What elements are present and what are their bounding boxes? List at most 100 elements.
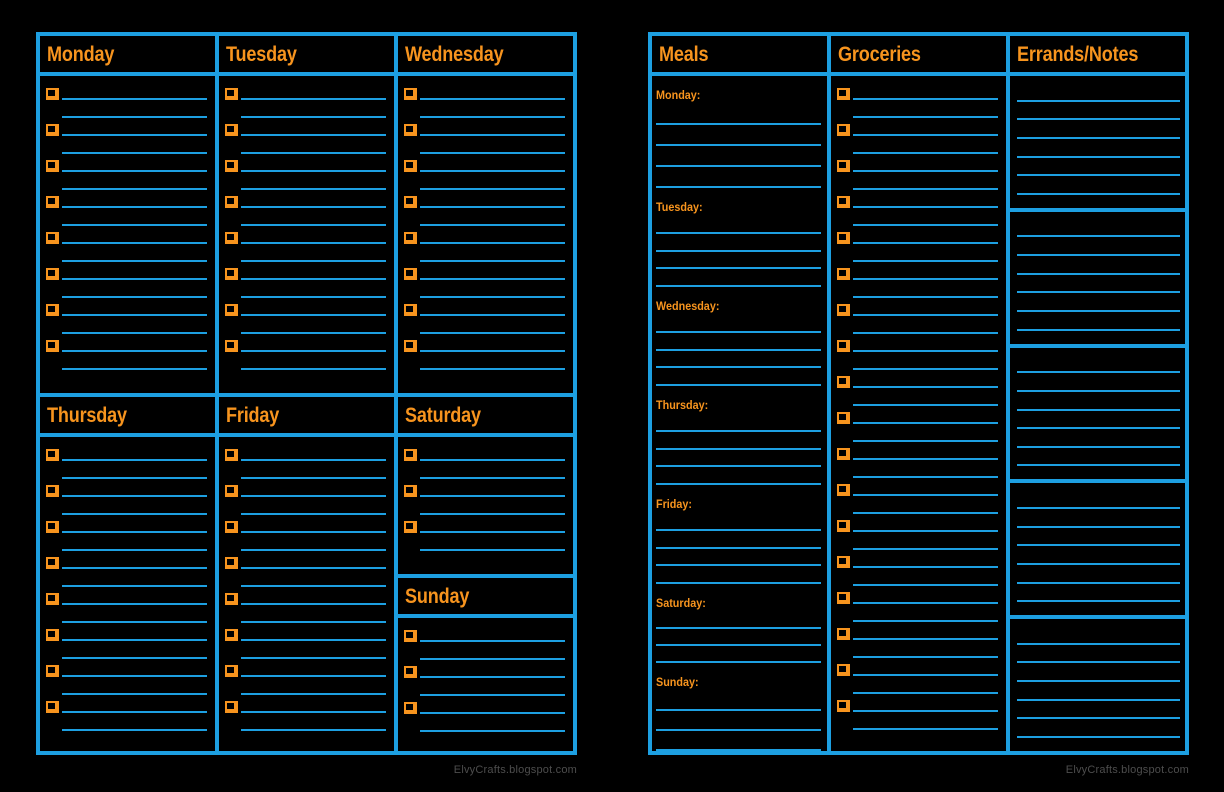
checkbox-icon[interactable] <box>225 701 238 713</box>
checkbox-icon[interactable] <box>404 521 417 533</box>
checkbox-icon[interactable] <box>46 340 59 352</box>
checkbox-icon[interactable] <box>404 232 417 244</box>
write-line <box>241 567 386 569</box>
checkbox-icon[interactable] <box>225 629 238 641</box>
checkbox-icon[interactable] <box>225 593 238 605</box>
checkbox-icon[interactable] <box>46 629 59 641</box>
checkbox-icon[interactable] <box>225 557 238 569</box>
checkbox-icon[interactable] <box>837 268 850 280</box>
checklist-item <box>219 623 394 659</box>
checkbox-icon[interactable] <box>225 304 238 316</box>
checkbox-icon[interactable] <box>837 412 850 424</box>
write-line <box>1017 584 1180 603</box>
checkbox-icon[interactable] <box>837 484 850 496</box>
checklist-item <box>40 298 215 334</box>
checkbox-icon[interactable] <box>404 485 417 497</box>
write-line <box>62 368 207 370</box>
checkbox-icon[interactable] <box>46 196 59 208</box>
write-line <box>1017 448 1180 467</box>
checkbox-icon[interactable] <box>46 124 59 136</box>
checklist-item <box>219 587 394 623</box>
checkbox-icon[interactable] <box>404 124 417 136</box>
checkbox-icon[interactable] <box>837 448 850 460</box>
checkbox-icon[interactable] <box>837 304 850 316</box>
checkbox-icon[interactable] <box>46 268 59 280</box>
checkbox-icon[interactable] <box>404 304 417 316</box>
checkbox-icon[interactable] <box>225 88 238 100</box>
checkbox-icon[interactable] <box>404 196 417 208</box>
checkbox-icon[interactable] <box>837 592 850 604</box>
write-line <box>853 512 998 514</box>
checkbox-icon[interactable] <box>46 701 59 713</box>
checkbox-icon[interactable] <box>837 520 850 532</box>
checkbox-icon[interactable] <box>46 521 59 533</box>
notes-box <box>1010 619 1185 751</box>
checklist-item <box>219 262 394 298</box>
checkbox-icon[interactable] <box>225 485 238 497</box>
checkbox-icon[interactable] <box>837 556 850 568</box>
checkbox-icon[interactable] <box>46 160 59 172</box>
write-line <box>62 98 207 100</box>
checkbox-icon[interactable] <box>404 630 417 642</box>
write-line <box>62 242 207 244</box>
write-line <box>853 332 998 334</box>
meal-day-label: Tuesday: <box>656 200 703 214</box>
checkbox-icon[interactable] <box>225 124 238 136</box>
site-watermark: ElvyCrafts.blogspot.com <box>453 764 577 776</box>
checkbox-icon[interactable] <box>225 196 238 208</box>
checkbox-icon[interactable] <box>837 124 850 136</box>
checkbox-icon[interactable] <box>225 232 238 244</box>
write-line <box>656 333 821 351</box>
checklist-item <box>831 262 1006 298</box>
checkbox-icon[interactable] <box>404 268 417 280</box>
checkbox-icon[interactable] <box>837 376 850 388</box>
write-line <box>62 729 207 731</box>
write-line <box>420 368 565 370</box>
checkbox-icon[interactable] <box>837 196 850 208</box>
write-line <box>62 657 207 659</box>
checkbox-icon[interactable] <box>404 340 417 352</box>
write-line <box>62 278 207 280</box>
checkbox-icon[interactable] <box>404 702 417 714</box>
column-divider <box>1006 36 1010 751</box>
checkbox-icon[interactable] <box>46 593 59 605</box>
checkbox-icon[interactable] <box>225 340 238 352</box>
checklist-item <box>831 514 1006 550</box>
write-line <box>853 224 998 226</box>
write-line <box>1017 102 1180 121</box>
checkbox-icon[interactable] <box>46 304 59 316</box>
checkbox-icon[interactable] <box>225 665 238 677</box>
day-checklist-tuesday <box>219 76 394 393</box>
checkbox-icon[interactable] <box>837 160 850 172</box>
checkbox-icon[interactable] <box>837 232 850 244</box>
checklist-item <box>831 442 1006 478</box>
checkbox-icon[interactable] <box>837 664 850 676</box>
checkbox-icon[interactable] <box>225 160 238 172</box>
checkbox-icon[interactable] <box>837 700 850 712</box>
checkbox-icon[interactable] <box>46 557 59 569</box>
checkbox-icon[interactable] <box>404 666 417 678</box>
checkbox-icon[interactable] <box>404 449 417 461</box>
write-line <box>420 134 565 136</box>
checkbox-icon[interactable] <box>225 449 238 461</box>
checklist-item <box>831 586 1006 622</box>
checkbox-icon[interactable] <box>404 88 417 100</box>
write-line <box>62 639 207 641</box>
checklist-item <box>398 226 573 262</box>
site-watermark: ElvyCrafts.blogspot.com <box>1065 764 1189 776</box>
checkbox-icon[interactable] <box>46 449 59 461</box>
checkbox-icon[interactable] <box>46 485 59 497</box>
checkbox-icon[interactable] <box>46 232 59 244</box>
checkbox-icon[interactable] <box>837 88 850 100</box>
checkbox-icon[interactable] <box>837 340 850 352</box>
checkbox-icon[interactable] <box>225 521 238 533</box>
checklist-item <box>398 154 573 190</box>
checkbox-icon[interactable] <box>46 88 59 100</box>
checkbox-icon[interactable] <box>46 665 59 677</box>
write-line <box>853 368 998 370</box>
checkbox-icon[interactable] <box>837 628 850 640</box>
checkbox-icon[interactable] <box>404 160 417 172</box>
write-line <box>853 152 998 154</box>
checkbox-icon[interactable] <box>225 268 238 280</box>
meals-groceries-page: Meals Monday: Tuesday: Wednesday: Thursday:… <box>648 32 1189 776</box>
